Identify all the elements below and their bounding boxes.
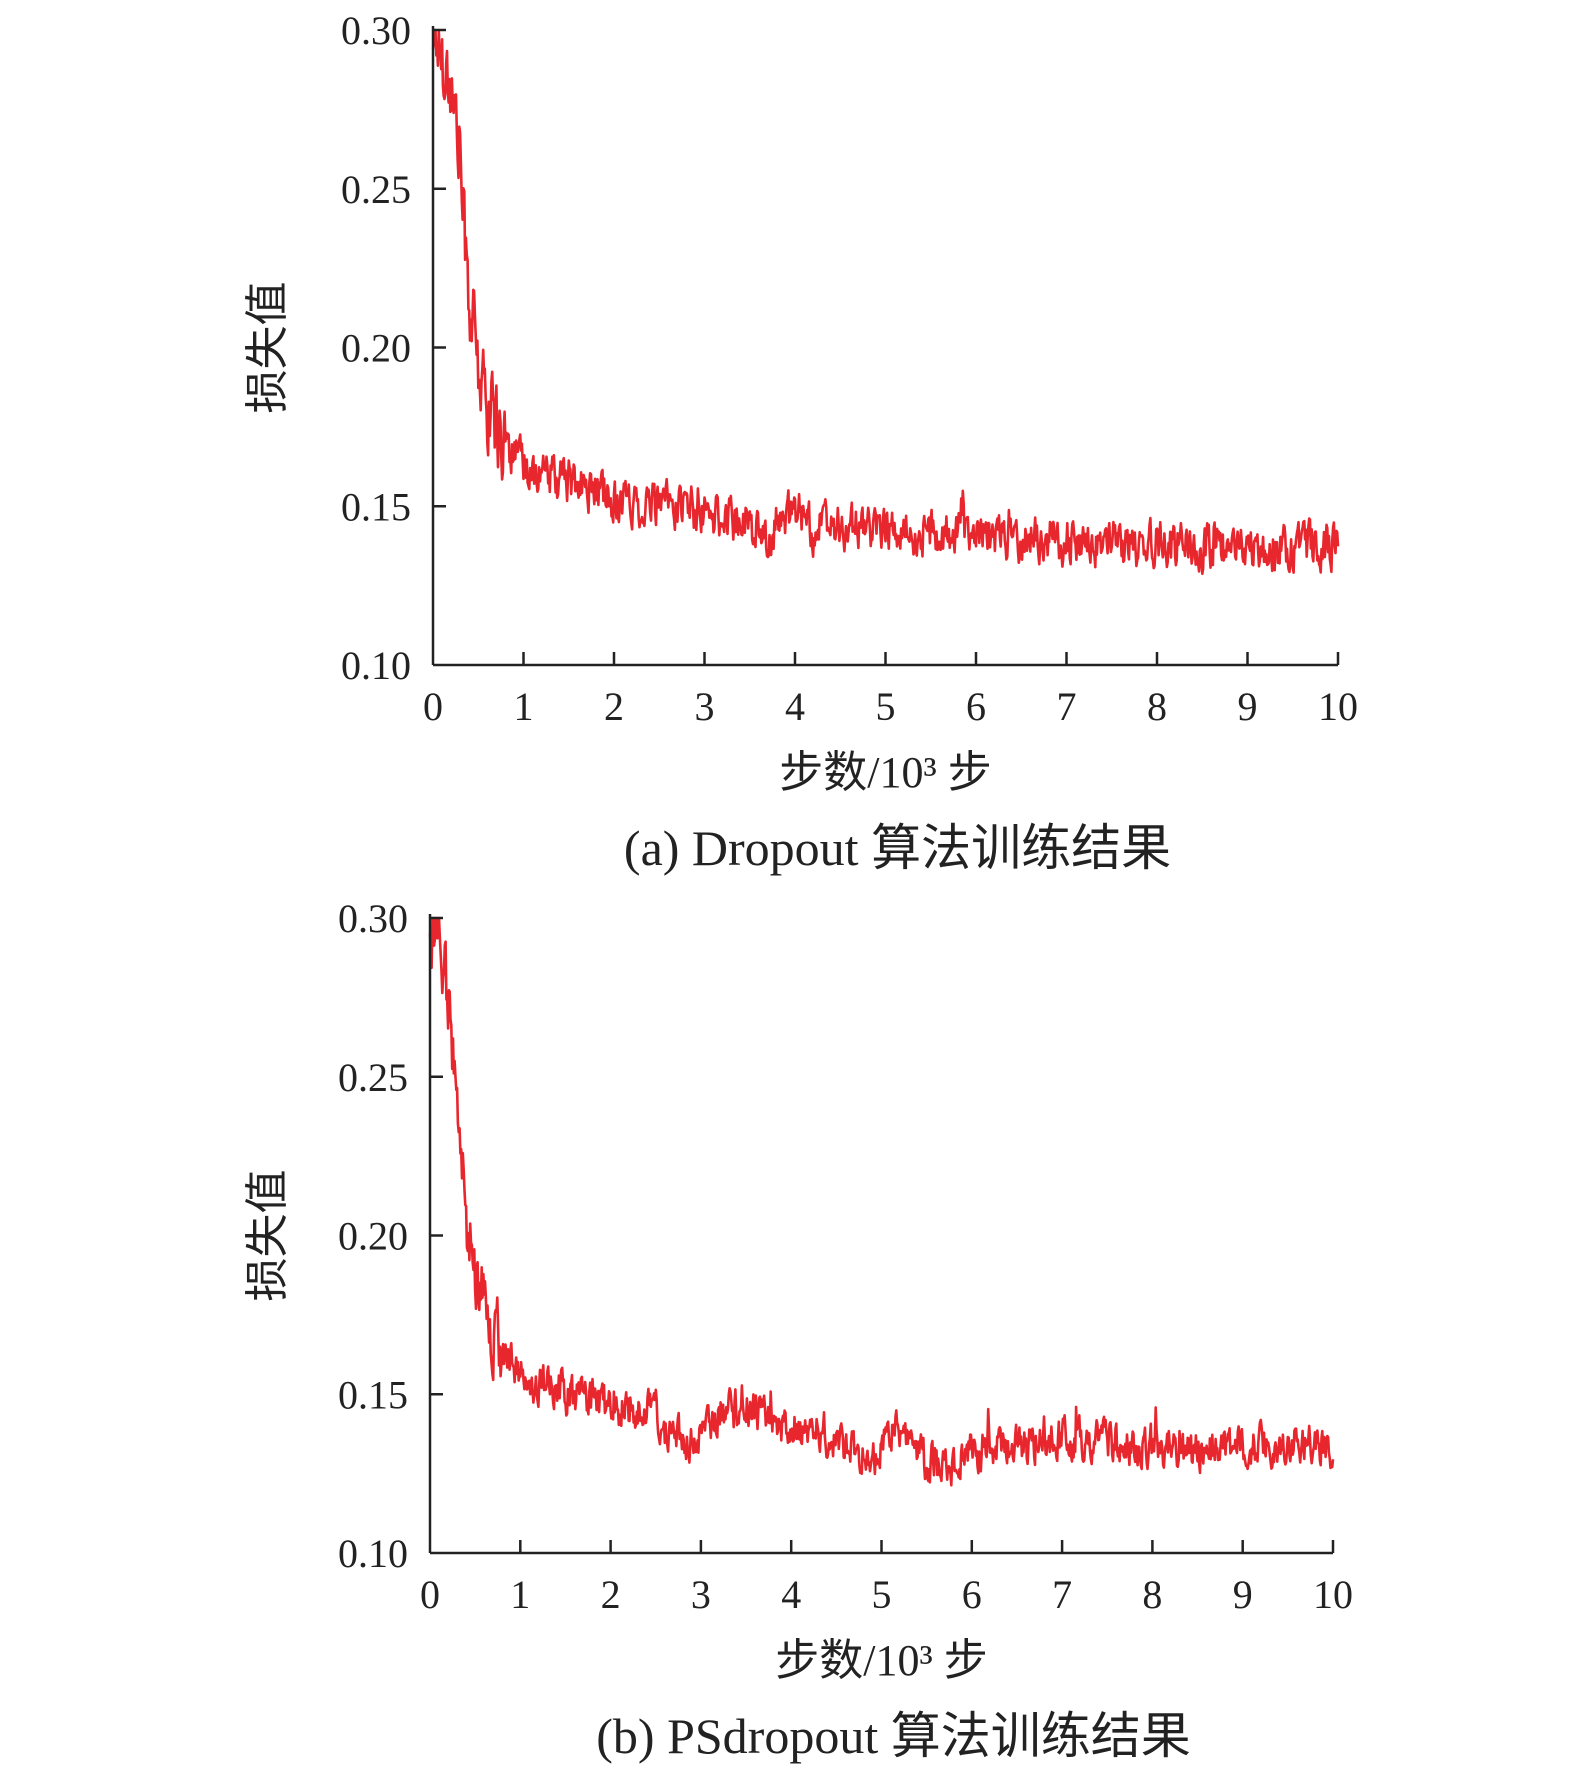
- x-tick-label: 7: [1052, 1572, 1072, 1617]
- x-tick-label: 6: [962, 1572, 982, 1617]
- chart-dropout: 0.10 0.15 0.20 0.25 0.30 0 1 2 3 4 5 6 7 8 9 10 损失值步数/10…: [243, 8, 1358, 876]
- x-axis-label: 步数/10³ 步: [779, 748, 991, 797]
- x-tick-label: 2: [601, 1572, 621, 1617]
- y-axis-label: 损失值: [243, 1170, 292, 1302]
- x-tick-label: 0: [423, 684, 443, 729]
- x-tick-label: 1: [510, 1572, 530, 1617]
- x-tick-label: 10: [1313, 1572, 1353, 1617]
- x-tick-label: 4: [785, 684, 805, 729]
- x-tick-label: 7: [1057, 684, 1077, 729]
- y-tick-label: 0.10: [338, 1531, 408, 1576]
- x-tick-label: 5: [876, 684, 896, 729]
- series-line: [428, 916, 1335, 1487]
- x-tick-label: 9: [1238, 684, 1258, 729]
- x-tick-label: 2: [604, 684, 624, 729]
- y-tick-label: 0.20: [338, 1214, 408, 1259]
- x-tick-label: 0: [420, 1572, 440, 1617]
- x-tick-label: 8: [1147, 684, 1167, 729]
- x-axis-label: 步数/10³ 步: [775, 1636, 987, 1685]
- x-tick-label: 9: [1233, 1572, 1253, 1617]
- y-axis-label: 损失值: [243, 282, 292, 414]
- x-tick-label: 5: [872, 1572, 892, 1617]
- x-tick-label: 6: [966, 684, 986, 729]
- y-tick-label: 0.20: [341, 326, 411, 371]
- y-tick-label: 0.25: [338, 1055, 408, 1100]
- y-tick-label: 0.15: [341, 484, 411, 529]
- x-tick-label: 3: [695, 684, 715, 729]
- chart-caption: (a) Dropout 算法训练结果: [624, 820, 1171, 876]
- x-tick-label: 3: [691, 1572, 711, 1617]
- x-tick-label: 8: [1142, 1572, 1162, 1617]
- y-tick-label: 0.10: [341, 643, 411, 688]
- chart-caption: (b) PSdropout 算法训练结果: [596, 1708, 1190, 1764]
- y-tick-label: 0.15: [338, 1372, 408, 1417]
- y-tick-label: 0.30: [338, 896, 408, 941]
- chart-psdropout: 0.10 0.15 0.20 0.25 0.30 0 1 2 3 4 5 6 7 8 9 10 损失值步数/10…: [243, 896, 1353, 1764]
- series-line: [431, 28, 1340, 576]
- y-tick-label: 0.25: [341, 167, 411, 212]
- x-tick-label: 10: [1318, 684, 1358, 729]
- x-tick-label: 4: [781, 1572, 801, 1617]
- x-tick-label: 1: [514, 684, 534, 729]
- y-tick-label: 0.30: [341, 8, 411, 53]
